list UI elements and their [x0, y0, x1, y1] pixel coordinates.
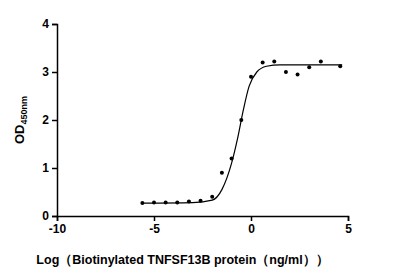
x-tick: -5	[149, 216, 160, 236]
y-tick-mark	[52, 168, 57, 170]
plot: -10 -5 0 5 0 1 2 3 4	[42, 17, 352, 235]
data-point	[307, 65, 311, 69]
x-axis: -10 -5 0 5	[49, 216, 352, 236]
x-tick: 5	[345, 216, 352, 236]
x-tick-mark	[154, 216, 156, 221]
x-axis-title: Log（Biotinylated TNFSF13B protein（ng/ml）…	[36, 253, 328, 267]
data-point	[220, 171, 224, 175]
y-axis-line	[52, 25, 58, 217]
x-tick-label: 5	[345, 222, 352, 236]
y-tick: 1	[42, 161, 57, 175]
y-tick-mark	[52, 24, 57, 26]
x-tick-label: -10	[49, 222, 67, 236]
y-tick-label: 0	[42, 209, 49, 223]
data-point	[296, 72, 300, 76]
y-tick-label: 3	[42, 65, 49, 79]
y-tick: 2	[42, 113, 57, 127]
data-point	[319, 59, 323, 63]
x-tick: -10	[49, 216, 67, 236]
y-tick: 0	[42, 209, 57, 223]
y-axis: 0 1 2 3 4	[42, 17, 57, 223]
chart: -10 -5 0 5 0 1 2 3 4 Log（Biotinylated TNFSF13B pr…	[0, 0, 401, 276]
y-tick-mark	[52, 120, 57, 122]
y-tick-mark	[52, 216, 57, 218]
fit-line	[142, 65, 342, 203]
y-tick: 3	[42, 65, 57, 79]
x-tick: 0	[248, 216, 255, 236]
y-tick-mark	[52, 72, 57, 74]
data-point	[272, 59, 276, 63]
y-tick-label: 2	[42, 113, 49, 127]
data-point	[210, 195, 214, 199]
x-axis-line	[58, 217, 349, 222]
y-axis-title: OD450nm	[12, 96, 29, 144]
y-tick-label: 4	[42, 17, 49, 31]
y-tick: 4	[42, 17, 57, 31]
data-area	[140, 59, 342, 205]
data-point	[284, 70, 288, 74]
x-tick-mark	[251, 216, 253, 221]
x-tick-label: 0	[248, 222, 255, 236]
data-point	[261, 60, 265, 64]
x-tick-label: -5	[149, 222, 160, 236]
x-tick-mark	[348, 216, 350, 221]
y-tick-label: 1	[42, 161, 49, 175]
